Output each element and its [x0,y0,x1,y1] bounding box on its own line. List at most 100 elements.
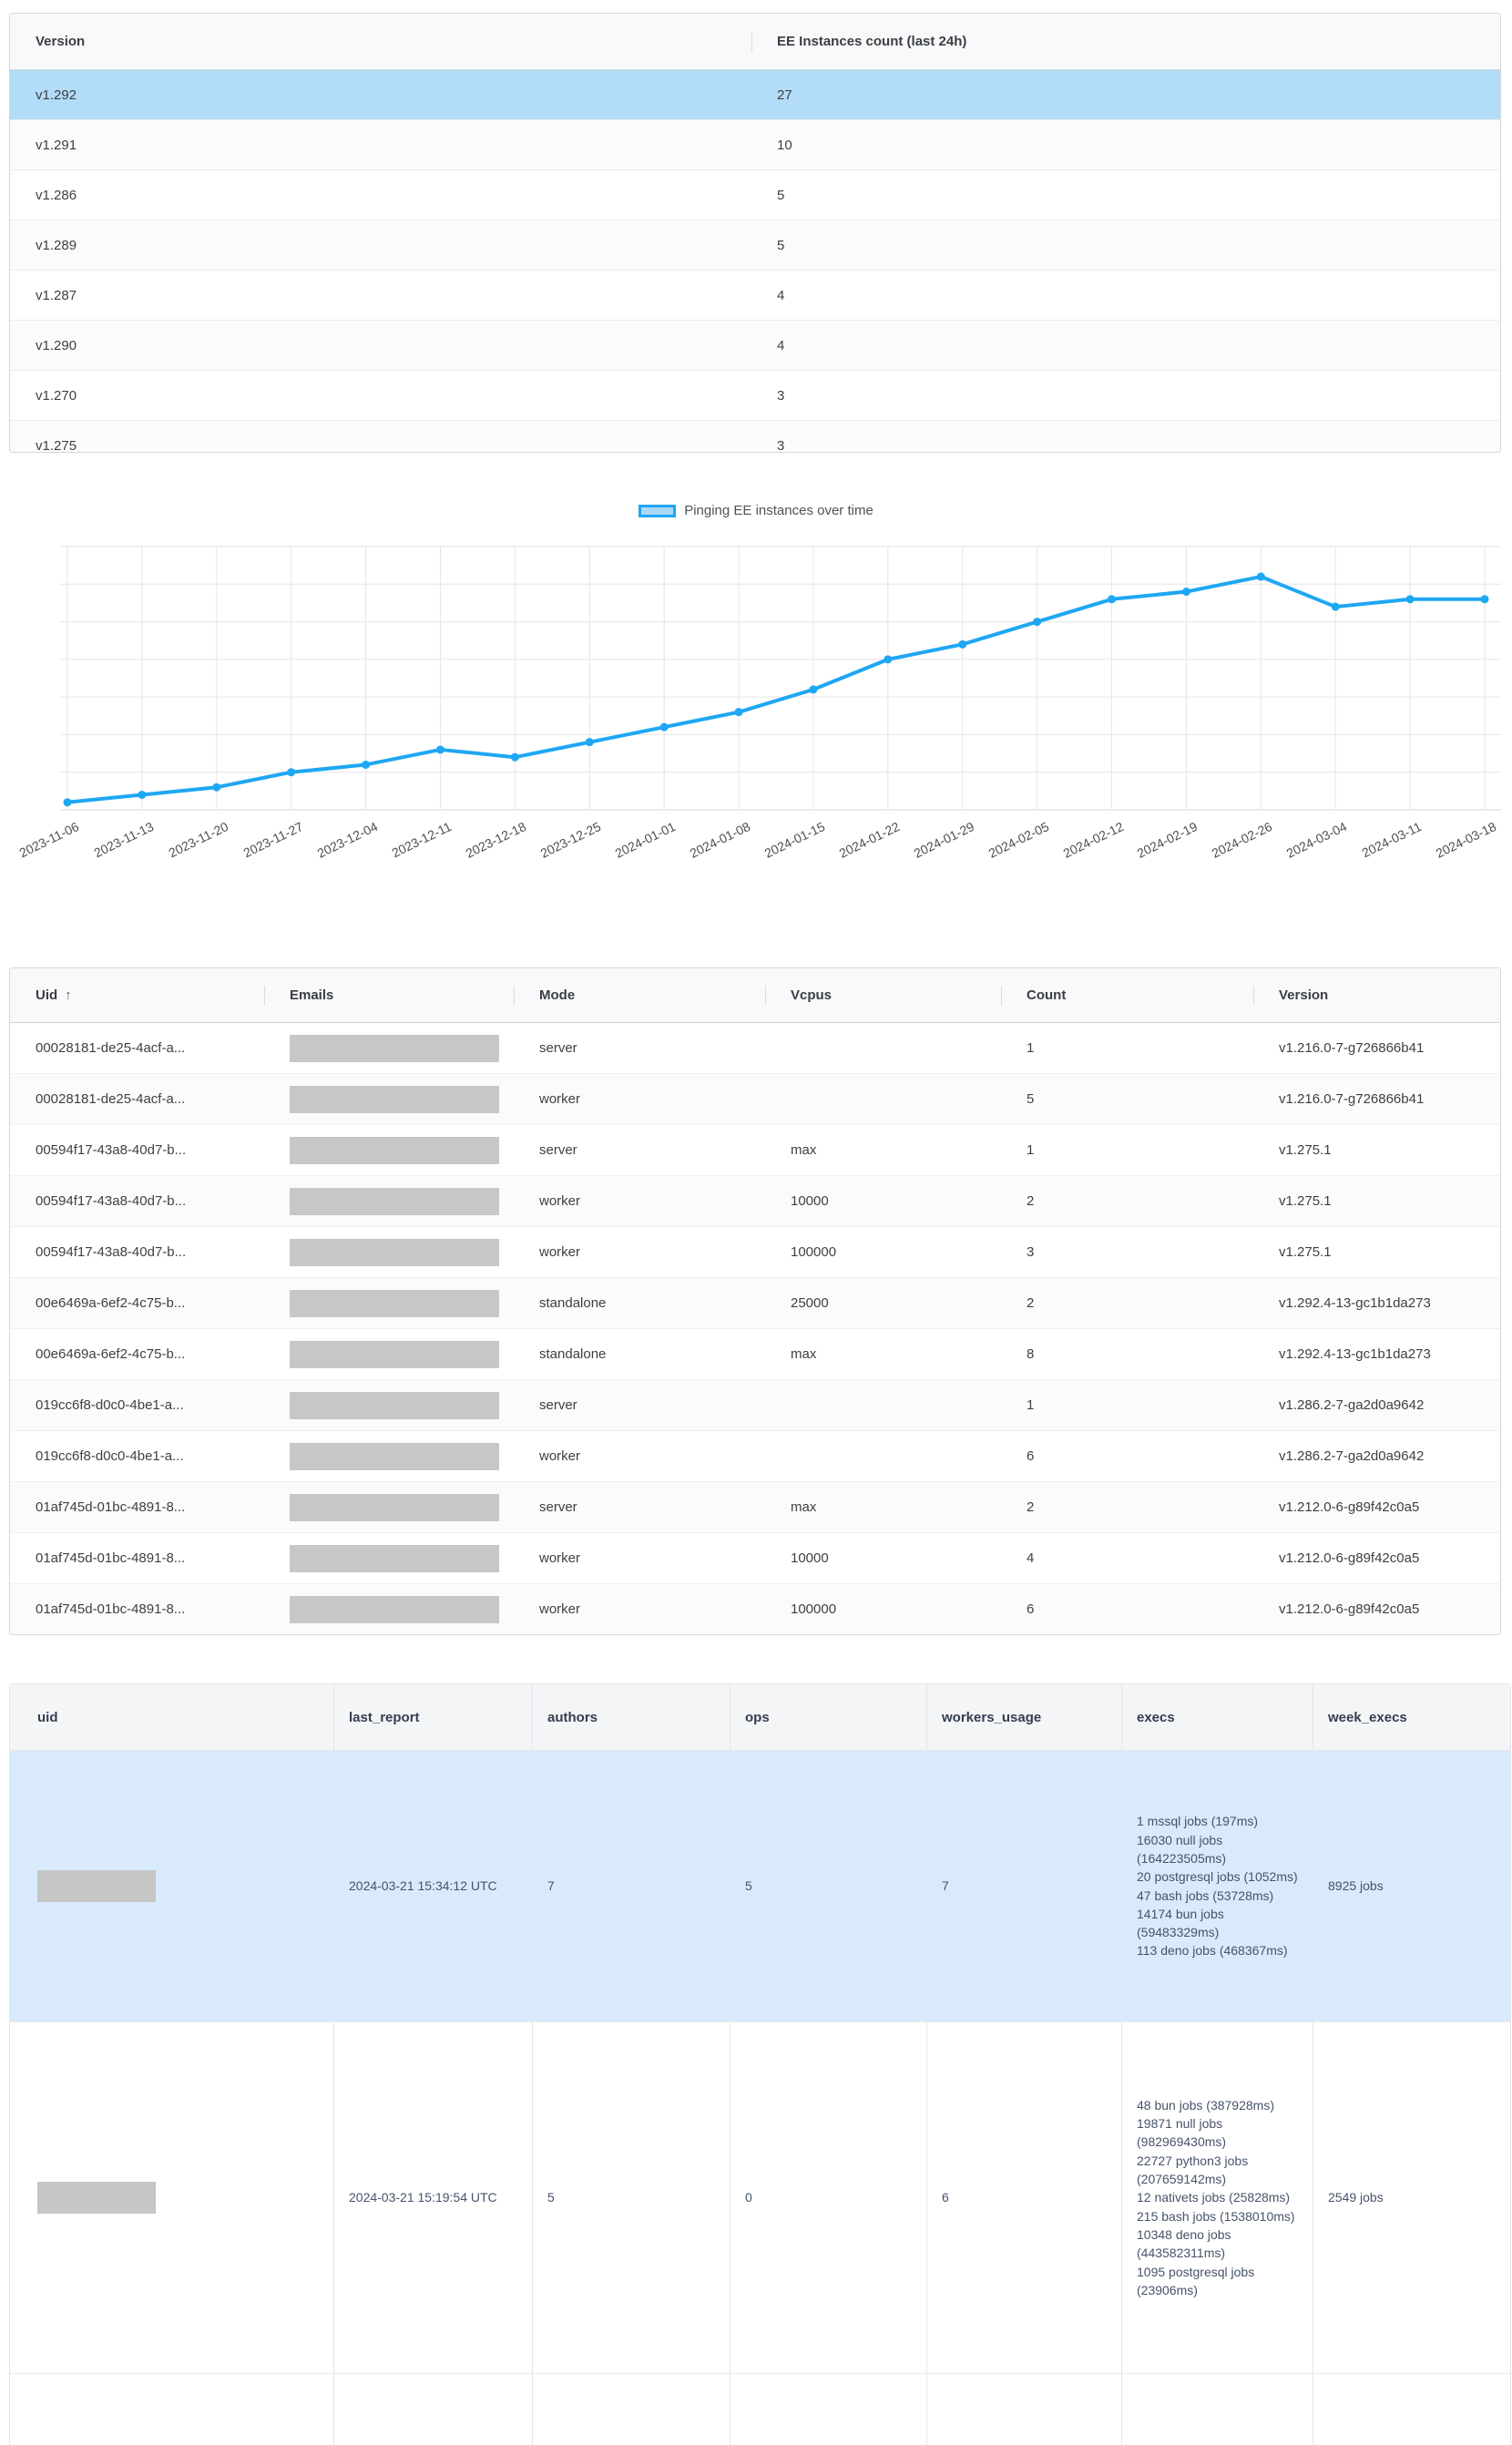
instances-table-body: 00028181-de25-4acf-a... server 1 v1.216.0-7… [10,1023,1500,1634]
chart-data-point [212,783,221,792]
redacted-email-block [290,1340,499,1368]
column-header-vcpus[interactable]: Vcpus [765,968,1001,1022]
vcpus-cell [765,1431,1001,1481]
count-column-header[interactable]: EE Instances count (last 24h) [751,14,1500,69]
uid-cell: 019cc6f8-d0c0-4be1-a... [36,1448,184,1464]
chart-data-point [1331,602,1340,611]
uid-cell: 00594f17-43a8-40d7-b... [36,1142,187,1158]
vcpus-cell: 10000 [791,1550,829,1566]
mode-cell: standalone [539,1295,607,1311]
emails-cell [264,1176,514,1226]
column-header-count[interactable]: Count [1001,968,1253,1022]
chart-data-point [884,655,893,664]
count-cell: 27 [777,87,792,103]
usage-column-header-workers_usage[interactable]: workers_usage [926,1684,1121,1750]
instance-table-row[interactable]: 01af745d-01bc-4891-8... server max 2 v1.212.… [10,1482,1500,1533]
usage-column-header-week_execs[interactable]: week_execs [1313,1684,1510,1750]
chart-data-point [1256,572,1265,581]
emails-cell [264,1533,514,1583]
instance-table-row[interactable]: 00594f17-43a8-40d7-b... worker 10000 2 v1.27… [10,1176,1500,1227]
x-axis-tick-label: 2023-11-27 [240,819,305,861]
exec-entry: 48 bun jobs (387928ms) [1137,2097,1274,2113]
redacted-uid-block [37,1870,156,1902]
uid-cell: 00028181-de25-4acf-a... [36,1091,186,1107]
version-cell: v1.292.4-13-gc1b1da273 [1279,1295,1431,1311]
version-cell: v1.290 [36,337,77,353]
chart-data-point [1405,595,1415,604]
version-table-row[interactable]: v1.275 3 [10,421,1500,452]
version-table-row[interactable]: v1.291 10 [10,120,1500,170]
column-header-emails[interactable]: Emails [264,968,514,1022]
uid-cell: 01af745d-01bc-4891-8... [36,1550,186,1566]
instance-table-row[interactable]: 00e6469a-6ef2-4c75-b... standalone max 8 v1.… [10,1329,1500,1380]
column-header-mode[interactable]: Mode [514,968,765,1022]
instance-table-row[interactable]: 00594f17-43a8-40d7-b... worker 100000 3 v1.2… [10,1227,1500,1278]
version-cell: v1.289 [36,237,77,253]
version-table-row[interactable]: v1.290 4 [10,321,1500,371]
column-header-version[interactable]: Version [1253,968,1500,1022]
version-table-row[interactable]: v1.286 5 [10,170,1500,220]
emails-cell [264,1431,514,1481]
emails-cell [264,1584,514,1634]
usage-column-header-uid[interactable]: uid [37,1709,58,1725]
uid-cell: 00594f17-43a8-40d7-b... [36,1244,187,1260]
exec-entry: 215 bash jobs (1538010ms) [1137,2208,1295,2224]
count-cell: 2 [1027,1295,1035,1311]
instance-table-row[interactable]: 01af745d-01bc-4891-8... worker 10000 4 v1.21… [10,1533,1500,1584]
redacted-email-block [290,1085,499,1113]
count-cell: 1 [1027,1040,1035,1056]
usage-table: uid last_report authors ops workers_usage exe… [9,1683,1511,2445]
count-cell: 6 [1027,1601,1035,1617]
instance-table-row[interactable]: 00028181-de25-4acf-a... worker 5 v1.216.0-7… [10,1074,1500,1125]
version-table-row[interactable]: v1.270 3 [10,371,1500,421]
chart-legend[interactable]: Pinging EE instances over time [0,503,1512,518]
x-axis-tick-label: 2024-03-11 [1359,819,1425,861]
usage-column-header-authors[interactable]: authors [532,1684,730,1750]
usage-column-header-last_report[interactable]: last_report [333,1684,532,1750]
usage-table-row[interactable]: 260 bun jobs (549925ms)21 mysql jobs (19… [10,2374,1510,2445]
count-cell: 4 [777,287,785,303]
exec-entry: 22727 python3 jobs (207659142ms) [1137,2153,1249,2187]
count-cell: 8 [1027,1346,1035,1362]
redacted-email-block [290,1289,499,1317]
version-table-row[interactable]: v1.287 4 [10,271,1500,321]
version-cell: v1.287 [36,287,77,303]
mode-cell: standalone [539,1346,607,1362]
instance-table-row[interactable]: 01af745d-01bc-4891-8... worker 100000 6 v1.2… [10,1584,1500,1634]
instance-table-row[interactable]: 019cc6f8-d0c0-4be1-a... worker 6 v1.286.2-7… [10,1431,1500,1482]
column-header-uid[interactable]: Uid ↑ [36,987,72,1003]
mode-cell: worker [539,1448,581,1464]
chart-data-point [63,798,72,807]
version-column-header[interactable]: Version [36,34,86,49]
version-cell: v1.275.1 [1279,1244,1332,1260]
usage-table-row[interactable]: 2024-03-21 15:19:54 UTC 5 0 6 48 bun jobs (3… [10,2022,1510,2374]
version-cell: v1.286 [36,187,77,203]
version-table-row[interactable]: v1.292 27 [10,70,1500,120]
count-cell: 1 [1027,1397,1035,1413]
mode-cell: worker [539,1601,581,1617]
instance-table-row[interactable]: 00e6469a-6ef2-4c75-b... standalone 25000 2 v… [10,1278,1500,1329]
instance-table-row[interactable]: 00594f17-43a8-40d7-b... server max 1 v1.275.… [10,1125,1500,1176]
usage-column-header-execs[interactable]: execs [1121,1684,1313,1750]
usage-table-row[interactable]: 2024-03-21 15:34:12 UTC 7 5 7 1 mssql jobs (… [10,1751,1510,2022]
instance-table-row[interactable]: 019cc6f8-d0c0-4be1-a... server 1 v1.286.2-7… [10,1380,1500,1431]
version-table-body: v1.292 27 v1.291 10 v1.286 5 v1.289 5 v1.287 4 v1.… [10,70,1500,452]
version-cell: v1.216.0-7-g726866b41 [1279,1091,1425,1107]
version-cell: v1.216.0-7-g726866b41 [1279,1040,1425,1056]
count-cell: 5 [777,237,785,253]
mode-cell: worker [539,1244,581,1260]
x-axis-tick-label: 2023-11-20 [166,819,230,861]
instance-table-row[interactable]: 00028181-de25-4acf-a... server 1 v1.216.0-7… [10,1023,1500,1074]
version-cell: v1.212.0-6-g89f42c0a5 [1279,1550,1420,1566]
x-axis-tick-label: 2023-12-25 [537,819,604,861]
chart-line [66,575,1486,804]
x-axis-tick-label: 2024-01-01 [612,819,679,861]
redacted-email-block [290,1442,499,1470]
version-table-row[interactable]: v1.289 5 [10,220,1500,271]
vcpus-cell: 100000 [791,1601,837,1617]
usage-column-header-ops[interactable]: ops [730,1684,926,1750]
version-cell: v1.286.2-7-ga2d0a9642 [1279,1397,1425,1413]
legend-label: Pinging EE instances over time [684,503,873,518]
uid-cell: 01af745d-01bc-4891-8... [36,1601,186,1617]
vcpus-cell [765,1380,1001,1430]
